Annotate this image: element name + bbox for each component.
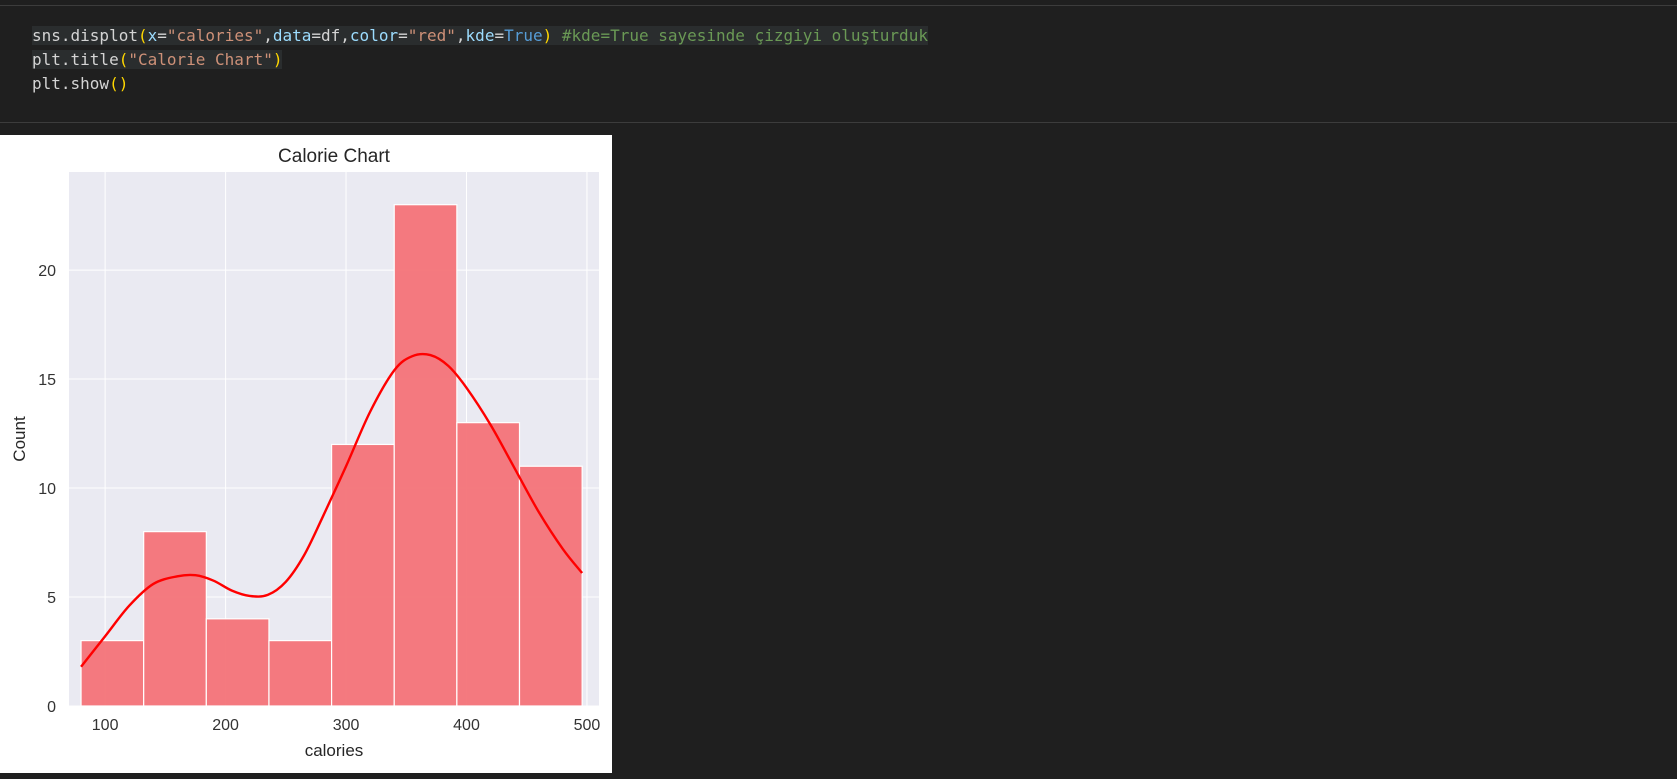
code-line-1[interactable]: sns.displot(x="calories",data=df,color="… (32, 24, 928, 48)
code-token: =df, (311, 26, 350, 45)
code-token: #kde=True sayesinde çizgiyi oluşturduk (561, 26, 928, 45)
code-token (552, 26, 562, 45)
code-line-3[interactable]: plt.show() (32, 72, 928, 96)
y-tick-label: 15 (38, 372, 56, 389)
code-token: sns.displot (32, 26, 138, 45)
code-token: ) (272, 50, 283, 69)
calorie-histogram: 100 200 300 400 500 0 5 10 15 20 Calorie Chart calo… (10, 146, 601, 760)
histogram-bar (80, 640, 145, 707)
x-axis-label: calories (305, 741, 364, 760)
y-tick-label: 10 (38, 481, 56, 498)
histogram-bar (205, 618, 270, 707)
x-tick-label: 500 (574, 717, 601, 734)
code-token: x (147, 26, 158, 45)
code-token: = (398, 26, 408, 45)
code-token: "red" (407, 26, 456, 45)
code-token: True (504, 26, 543, 45)
x-tick-label: 200 (212, 717, 239, 734)
code-token: kde (465, 26, 495, 45)
y-tick-label: 0 (47, 699, 56, 716)
x-tick-label: 100 (92, 717, 119, 734)
code-token: , (455, 26, 466, 45)
code-token: ( (137, 26, 148, 45)
histogram-bar (393, 204, 458, 707)
code-token: = (157, 26, 167, 45)
histogram-bar (518, 465, 583, 707)
code-token: color (349, 26, 399, 45)
histogram-bar (330, 443, 395, 707)
code-token: () (109, 74, 129, 93)
code-token: data (272, 26, 312, 45)
code-line-2[interactable]: plt.title("Calorie Chart") (32, 48, 928, 72)
x-tick-label: 300 (333, 717, 360, 734)
chart-title: Calorie Chart (278, 146, 391, 167)
y-tick-label: 20 (38, 263, 56, 280)
histogram-bar (143, 531, 207, 707)
cell-output: 100 200 300 400 500 0 5 10 15 20 Calorie Chart calo… (0, 135, 612, 773)
code-token: = (494, 26, 505, 45)
code-token: plt.title (32, 50, 119, 69)
code-token: "calories" (166, 26, 264, 45)
code-token: "Calorie Chart" (128, 50, 273, 69)
code-token: ) (542, 26, 553, 45)
code-token: ( (118, 50, 129, 69)
kde-line (80, 352, 584, 668)
code-editor[interactable]: sns.displot(x="calories",data=df,color="… (32, 24, 928, 96)
histogram-bar (456, 422, 521, 707)
code-token: , (263, 26, 273, 45)
x-tick-label: 400 (453, 717, 480, 734)
cell-top-border (0, 5, 1677, 6)
y-axis-label: Count (10, 416, 29, 462)
code-cell[interactable]: sns.displot(x="calories",data=df,color="… (0, 6, 1677, 123)
code-token: plt.show (32, 74, 110, 93)
y-tick-label: 5 (47, 590, 56, 607)
histogram-bar (268, 640, 333, 707)
